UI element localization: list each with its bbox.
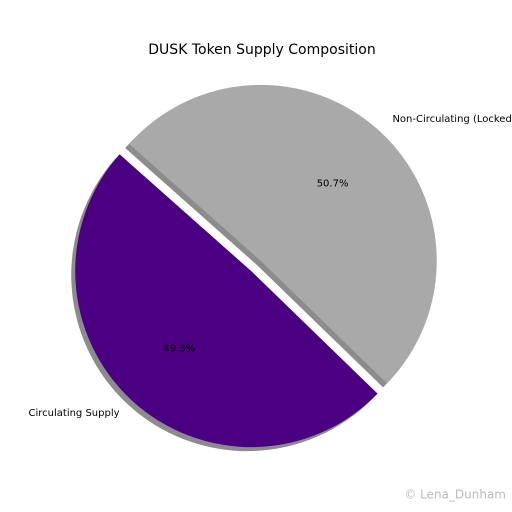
value-label: 50.7% (317, 178, 349, 189)
chart-title: DUSK Token Supply Composition (148, 42, 375, 58)
value-label: 49.3% (164, 344, 196, 355)
pie-slice (129, 84, 437, 384)
pie-slice (75, 154, 378, 448)
watermark: © Lena_Dunham (404, 488, 506, 502)
category-label: Non-Circulating (Locked) (392, 114, 512, 125)
category-label: Circulating Supply (29, 408, 120, 419)
